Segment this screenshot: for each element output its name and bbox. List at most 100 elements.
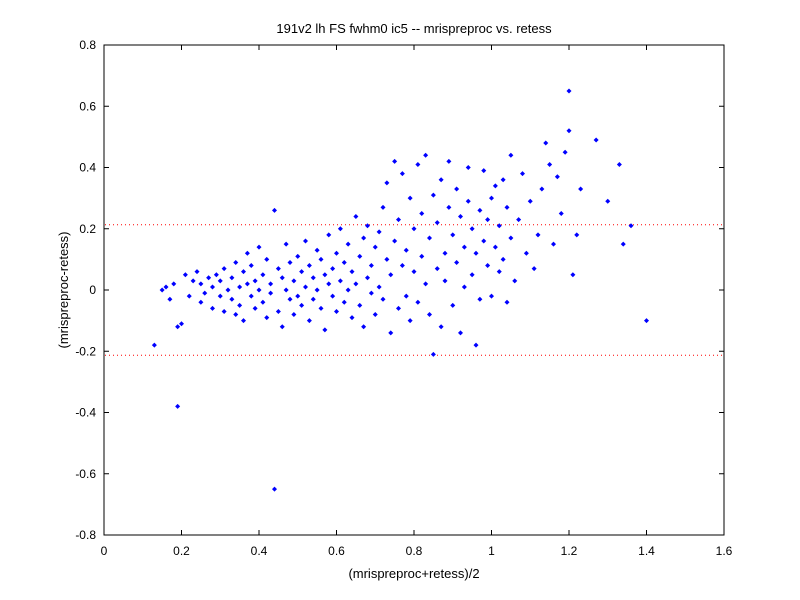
data-point [337, 226, 343, 232]
data-point [326, 281, 332, 287]
data-point [376, 284, 382, 290]
data-point [551, 241, 556, 247]
data-point [314, 287, 320, 293]
data-point [217, 293, 223, 299]
data-point [458, 214, 463, 219]
data-point [353, 214, 359, 219]
data-point [399, 171, 405, 177]
data-point [361, 235, 367, 241]
data-point [295, 293, 301, 299]
data-point [368, 263, 374, 268]
data-point [419, 210, 425, 216]
data-point [361, 324, 367, 330]
x-tick-label: 0.8 [406, 544, 423, 558]
data-point [504, 299, 510, 305]
data-point [496, 223, 502, 229]
data-point [326, 232, 332, 238]
data-point [450, 302, 456, 308]
data-point [388, 272, 394, 278]
x-tick-label: 0.2 [173, 544, 190, 558]
data-point [562, 149, 568, 155]
data-point [535, 232, 541, 238]
data-point [272, 486, 277, 492]
x-tick-label: 1.4 [638, 544, 655, 558]
x-tick-label: 1.2 [561, 544, 578, 558]
data-point [357, 302, 363, 308]
data-point [287, 259, 293, 265]
y-axis-label: (mrispreproc-retess) [56, 231, 71, 348]
data-point [407, 318, 413, 324]
data-point [237, 302, 243, 308]
data-point [306, 263, 312, 268]
data-point [578, 186, 584, 192]
data-point [489, 195, 494, 201]
data-point [427, 312, 432, 317]
data-point [314, 247, 320, 253]
data-point [458, 330, 463, 336]
data-point [279, 324, 285, 330]
y-tick-label: -0.8 [75, 528, 96, 542]
data-point [543, 140, 549, 146]
data-point [233, 259, 239, 265]
data-point [388, 330, 394, 336]
data-point [299, 302, 305, 308]
data-point [310, 275, 316, 281]
data-point [407, 195, 413, 201]
data-point [303, 238, 308, 244]
data-point [380, 204, 386, 210]
data-point [644, 318, 649, 324]
data-point [365, 275, 370, 281]
data-point [210, 305, 215, 311]
data-point [318, 256, 324, 262]
data-point [415, 161, 421, 167]
data-point [190, 278, 196, 284]
y-tick-label: 0.8 [79, 38, 96, 52]
data-point [217, 278, 223, 284]
x-tick-label: 0 [101, 544, 108, 558]
data-point [221, 308, 227, 314]
y-tick-label: 0.2 [79, 222, 96, 236]
data-point [520, 171, 525, 177]
y-tick-label: 0 [89, 283, 96, 297]
data-point [461, 284, 467, 290]
data-point [368, 290, 374, 296]
data-point [411, 269, 417, 275]
data-point [570, 272, 576, 278]
data-point [554, 174, 560, 180]
data-point [353, 281, 359, 287]
data-point [303, 284, 308, 290]
data-point [500, 177, 506, 183]
x-tick-label: 1 [488, 544, 495, 558]
data-point [465, 165, 471, 170]
data-point [186, 293, 192, 299]
data-point [171, 281, 177, 287]
y-tick-label: 0.4 [79, 161, 96, 175]
data-point [341, 299, 347, 305]
data-point [392, 158, 398, 164]
data-point [423, 281, 429, 287]
data-point [473, 250, 479, 256]
data-point [485, 263, 491, 268]
data-point [446, 158, 452, 164]
data-point [508, 235, 514, 241]
data-point [547, 161, 553, 167]
y-tick-label: -0.2 [75, 344, 96, 358]
data-point [175, 403, 181, 409]
data-point [334, 250, 339, 256]
data-point [322, 327, 328, 333]
data-point [430, 351, 436, 357]
y-tick-label: 0.6 [79, 99, 96, 113]
data-point [210, 284, 215, 290]
data-point [372, 244, 378, 250]
data-point [252, 305, 258, 311]
data-point [330, 266, 336, 272]
data-point [438, 324, 444, 330]
data-point [454, 186, 460, 192]
data-point [179, 321, 184, 327]
data-point [244, 250, 250, 256]
data-point [256, 244, 262, 250]
data-point [616, 161, 622, 167]
data-point [318, 305, 324, 311]
data-point [396, 305, 401, 311]
